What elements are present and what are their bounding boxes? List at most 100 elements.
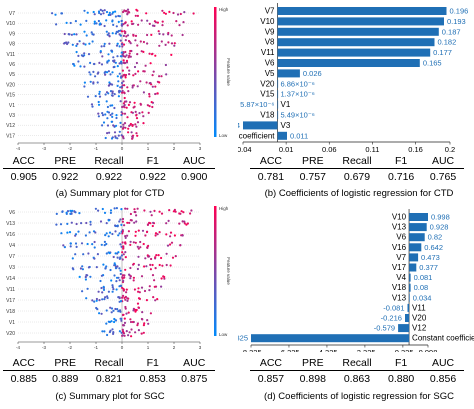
shap-point [123, 274, 126, 277]
shap-point [173, 208, 176, 211]
shap-point [142, 331, 145, 334]
shap-point [123, 91, 126, 94]
shap-point [161, 20, 164, 23]
table-cell: 0.856 [429, 372, 457, 385]
table-header-cell: AUC [422, 153, 464, 169]
shap-point [140, 275, 144, 278]
shap-point [103, 9, 106, 12]
shap-point [158, 44, 161, 47]
shap-point [116, 225, 119, 228]
shap-point [123, 96, 126, 100]
shap-point [178, 212, 181, 215]
shap-point [81, 290, 84, 293]
shap-point [126, 234, 129, 237]
shap-point [132, 276, 135, 279]
shap-point [92, 62, 96, 66]
shap-point [132, 74, 135, 77]
shap-point [179, 244, 182, 247]
shap-point [111, 112, 114, 115]
shap-point [150, 101, 153, 104]
shap-point [150, 214, 153, 217]
shap-point [127, 334, 130, 337]
shap-point [145, 12, 148, 15]
shap-point [116, 75, 119, 78]
shap-point [140, 286, 144, 289]
shap-point [120, 30, 124, 33]
shap-point [124, 39, 127, 42]
colorbar [214, 206, 217, 336]
coef-bar [243, 121, 278, 130]
shap-point [185, 223, 188, 226]
shap-point [155, 254, 158, 257]
shap-point [143, 322, 146, 325]
shap-point [103, 24, 106, 28]
shap-point [116, 252, 119, 255]
shap-point [78, 212, 81, 215]
value-label: 0.177 [433, 48, 452, 57]
value-label: 0.182 [437, 38, 456, 47]
shap-point [166, 244, 170, 247]
shap-point [66, 42, 69, 46]
shap-point [109, 209, 113, 212]
shap-point [144, 64, 147, 67]
shap-point [136, 245, 139, 248]
shap-point [128, 221, 131, 224]
shap-point [111, 94, 114, 97]
table-cell: 0.922 [52, 170, 79, 183]
shap-point [79, 23, 82, 26]
shap-point [148, 221, 151, 224]
shap-point [110, 49, 113, 52]
category-label: V13 [392, 223, 407, 232]
shap-point [79, 65, 82, 68]
feature-label: V7 [9, 11, 15, 17]
shap-point [173, 44, 176, 47]
shap-point [148, 52, 151, 55]
category-label: V11 [412, 303, 426, 312]
shap-point [104, 234, 107, 237]
shap-point [160, 40, 163, 43]
metrics-table-ctd-rf: ACC PRE Recall F1 AUC 0.905 0.922 0.922 0.922 0.9… [3, 153, 215, 184]
shap-point [164, 12, 167, 15]
shap-point [112, 309, 115, 312]
shap-point [88, 71, 91, 74]
shap-point [123, 334, 126, 337]
shap-point [106, 33, 109, 36]
shap-point [126, 13, 129, 16]
shap-point [96, 81, 99, 84]
shap-point [119, 218, 122, 221]
x-tick-label: 0.16 [408, 145, 423, 152]
x-tick-label: 3 [199, 345, 202, 350]
shap-point [73, 64, 76, 67]
shap-point [89, 61, 92, 64]
shap-point [181, 234, 184, 237]
shap-point [119, 125, 122, 128]
shap-point [145, 230, 149, 234]
shap-point [115, 280, 118, 283]
shap-point [119, 39, 122, 42]
shap-point [119, 300, 123, 303]
shap-point [138, 297, 141, 300]
category-label: V17 [392, 263, 407, 272]
coef-bar [277, 131, 287, 140]
shap-point [96, 72, 99, 75]
shap-point [137, 306, 140, 309]
shap-point [134, 241, 137, 244]
shap-point [105, 232, 108, 235]
shap-point [114, 319, 117, 322]
category-label: V20 [260, 79, 275, 88]
shap-point [71, 43, 74, 46]
shap-point [84, 234, 87, 237]
feature-label: V16 [6, 232, 15, 238]
shap-point [119, 34, 122, 37]
shap-point [107, 219, 110, 222]
shap-point [107, 111, 111, 114]
shap-point [154, 234, 157, 237]
shap-point [119, 257, 122, 260]
shap-point [99, 22, 102, 25]
shap-point [69, 242, 72, 245]
shap-point [98, 92, 101, 95]
shap-point [69, 21, 72, 25]
category-label: V9 [265, 27, 275, 36]
coef-bar [277, 7, 447, 15]
table-cell: 0.716 [388, 170, 415, 183]
